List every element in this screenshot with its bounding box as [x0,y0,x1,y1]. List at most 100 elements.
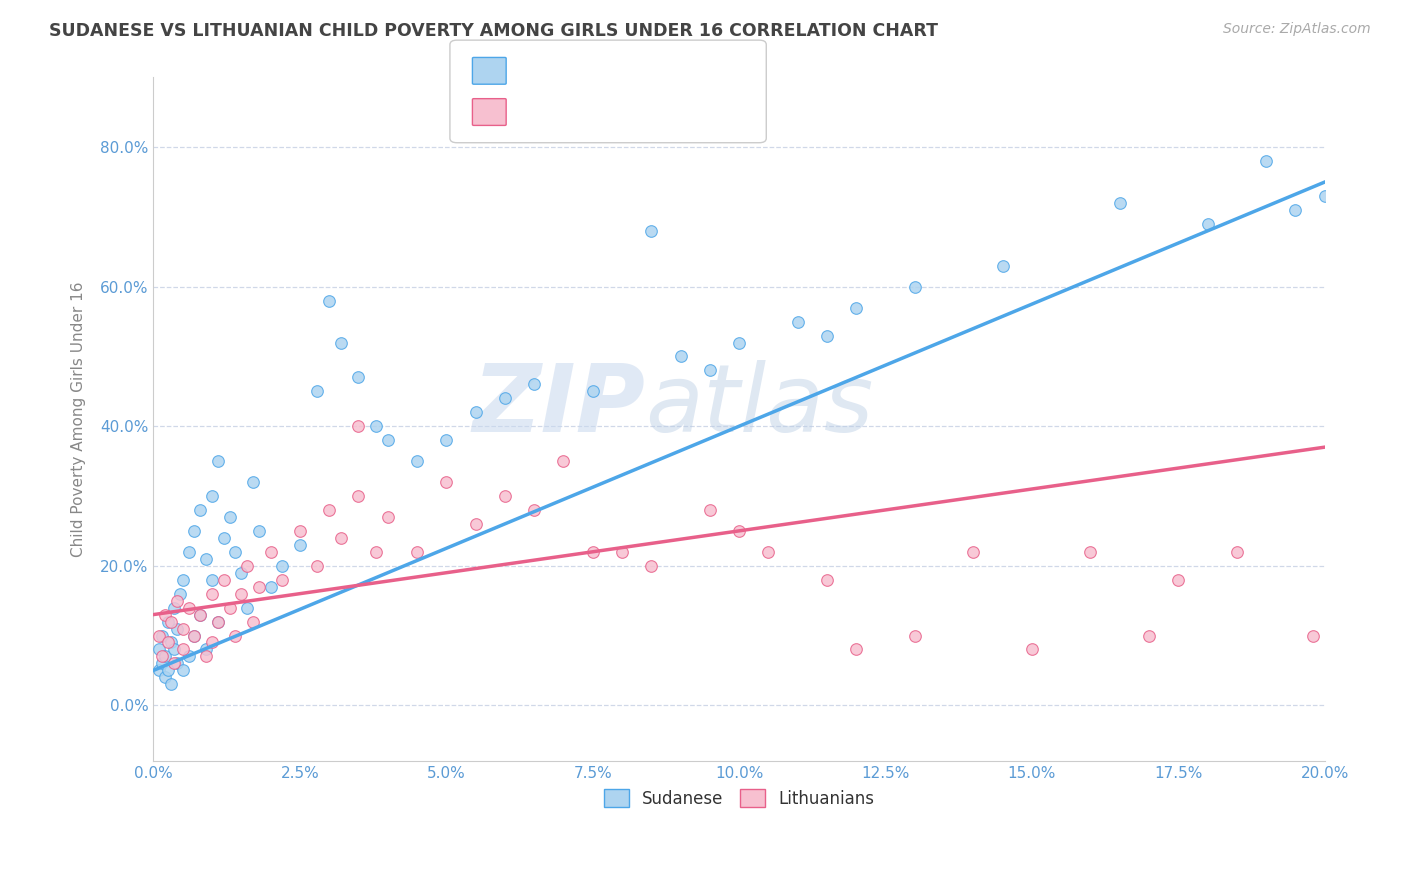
Point [271,558,294,573]
Point [991,259,1014,273]
Point [148,642,170,657]
Point [904,628,927,642]
Point [523,377,546,392]
Point [329,335,352,350]
Point [160,615,183,629]
Legend: Sudanese, Lithuanians: Sudanese, Lithuanians [598,783,882,814]
Point [231,566,253,580]
Point [148,664,170,678]
Point [347,370,370,384]
Point [183,524,205,538]
Point [406,454,429,468]
Point [163,600,186,615]
Point [640,558,662,573]
Point [523,503,546,517]
Point [163,642,186,657]
Point [318,503,340,517]
Point [201,635,224,649]
Point [669,350,692,364]
Point [247,580,270,594]
Point [582,545,605,559]
Point [259,545,281,559]
Point [188,607,211,622]
Point [1254,154,1277,169]
Point [288,538,311,552]
Point [212,573,235,587]
Point [347,419,370,434]
Point [1313,189,1336,203]
Point [183,628,205,642]
Point [728,524,751,538]
Point [1197,217,1219,231]
Point [166,593,188,607]
Point [157,635,180,649]
Point [231,587,253,601]
Point [201,587,224,601]
Point [1284,202,1306,217]
Point [172,573,194,587]
Point [177,649,200,664]
Y-axis label: Child Poverty Among Girls Under 16: Child Poverty Among Girls Under 16 [72,282,86,557]
Point [166,657,188,671]
Point [610,545,633,559]
Point [464,405,486,419]
Point [218,600,240,615]
Point [177,545,200,559]
Point [172,664,194,678]
Point [207,615,229,629]
Point [1080,545,1102,559]
Point [236,600,259,615]
Point [904,279,927,293]
Point [207,615,229,629]
Point [347,489,370,503]
Point [582,384,605,399]
Point [195,649,218,664]
Point [434,475,457,489]
Point [212,531,235,545]
Point [172,622,194,636]
Point [1302,628,1324,642]
Point [406,545,429,559]
Point [962,545,984,559]
Text: Source: ZipAtlas.com: Source: ZipAtlas.com [1223,22,1371,37]
Text: R = 0.551   N = 65: R = 0.551 N = 65 [519,62,689,79]
Point [207,454,229,468]
Point [160,677,183,691]
Point [377,510,399,524]
Point [259,580,281,594]
Point [188,503,211,517]
Point [699,503,721,517]
Point [195,551,218,566]
Point [153,670,176,684]
Point [464,516,486,531]
Point [150,649,173,664]
Point [1137,628,1160,642]
Point [169,587,191,601]
Point [699,363,721,377]
Text: ZIP: ZIP [472,359,645,451]
Point [157,664,180,678]
Point [224,628,246,642]
Text: R = 0.250   N = 55: R = 0.250 N = 55 [519,103,689,121]
Point [183,628,205,642]
Point [815,328,838,343]
Point [201,489,224,503]
Text: atlas: atlas [645,360,873,451]
Point [177,600,200,615]
Point [1021,642,1043,657]
Text: SUDANESE VS LITHUANIAN CHILD POVERTY AMONG GIRLS UNDER 16 CORRELATION CHART: SUDANESE VS LITHUANIAN CHILD POVERTY AMO… [49,22,938,40]
Point [364,545,387,559]
Point [247,524,270,538]
Point [201,573,224,587]
Point [553,454,575,468]
Point [148,628,170,642]
Point [786,315,808,329]
Point [172,642,194,657]
Point [364,419,387,434]
Point [329,531,352,545]
Point [242,615,264,629]
Point [494,392,516,406]
Point [377,433,399,447]
Point [1167,573,1189,587]
Point [163,657,186,671]
